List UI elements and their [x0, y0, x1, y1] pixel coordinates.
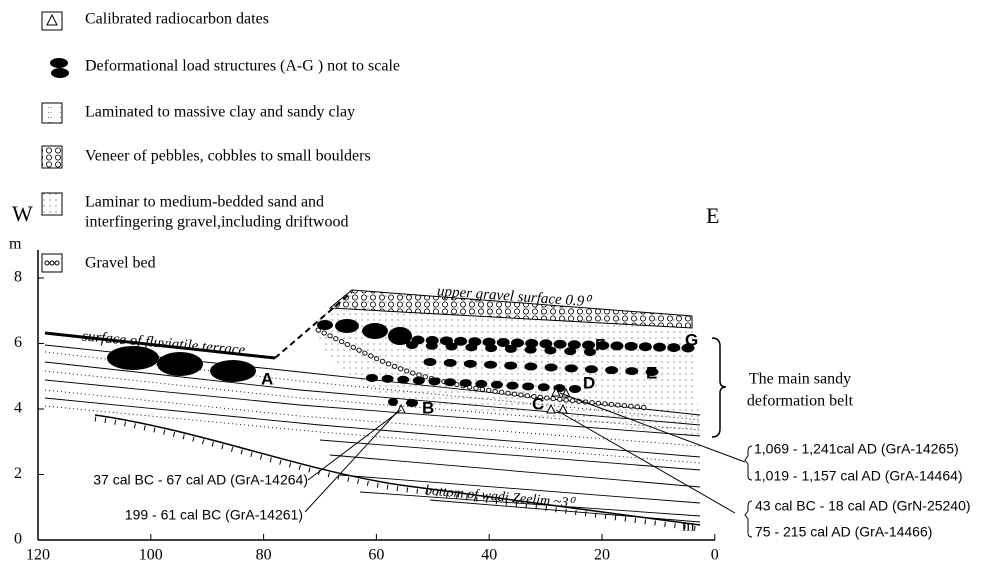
- x-tick-label: 20: [594, 547, 610, 564]
- load-structure: [624, 341, 638, 351]
- y-tick-label: 8: [14, 269, 22, 286]
- belt-label: deformation belt: [747, 393, 854, 410]
- axes: 0 2 4 6 8 120 100 80 60 40 20 0: [14, 250, 719, 564]
- legend-label: Calibrated radiocarbon dates: [85, 11, 269, 28]
- load-structure: [610, 341, 624, 351]
- y-tick-label: 0: [14, 531, 22, 548]
- date-label: 37 cal BC - 67 cal AD (GrA-14264): [93, 472, 308, 488]
- date-label: 75 - 215 cal AD (GrA-14466): [755, 524, 932, 540]
- load-structure: [596, 340, 610, 350]
- legend-icons: [41, 11, 69, 273]
- load-structure: [539, 339, 553, 349]
- structure-label: C: [532, 394, 544, 413]
- load-structure: [510, 338, 524, 348]
- legend-label: Deformational load structures (A-G ) not…: [85, 58, 400, 75]
- load-structure: [605, 366, 619, 375]
- legend-label: Gravel bed: [85, 255, 156, 272]
- legend-label: Veneer of pebbles, cobbles to small boul…: [85, 148, 371, 165]
- load-structure: [484, 360, 498, 369]
- load-structure: [506, 381, 519, 390]
- date-label: 43 cal BC - 18 cal AD (GrN-25240): [755, 498, 971, 514]
- x-tick-label: 120: [26, 547, 50, 564]
- load-structure: [584, 348, 596, 356]
- load-structure: [454, 336, 468, 346]
- load-structure: [544, 346, 557, 355]
- load-structure: [459, 379, 472, 388]
- load-structure: [485, 344, 498, 353]
- load-structure: [681, 343, 695, 353]
- load-structure: [567, 340, 581, 350]
- y-unit: m: [9, 236, 22, 253]
- structure-label: D: [583, 373, 595, 392]
- load-structure: [428, 377, 441, 386]
- load-structure: [525, 338, 539, 348]
- structure-label: A: [261, 369, 273, 388]
- load-structure: [463, 359, 477, 368]
- terrace-label: surface of fluviatile terrace: [81, 328, 246, 358]
- load-structure: [496, 338, 510, 348]
- load-structure: [465, 343, 478, 352]
- belt-label: The main sandy: [749, 371, 851, 388]
- structure-label: E: [646, 363, 657, 382]
- west-label: W: [12, 201, 33, 226]
- date-label: 1,069 - 1,241cal AD (GrA-14265): [754, 441, 959, 457]
- geology: [44, 289, 753, 538]
- load-structure: [381, 374, 394, 383]
- date-labels: 37 cal BC - 67 cal AD (GrA-14264) 199 - …: [93, 441, 970, 540]
- load-structure: [544, 363, 558, 372]
- load-structure: [667, 343, 681, 353]
- load-structure: [412, 376, 425, 385]
- load-structure: [406, 341, 418, 349]
- legend-label: Laminated to massive clay and sandy clay: [85, 104, 355, 121]
- load-structure: [584, 365, 598, 374]
- x-tick-label: 100: [139, 547, 163, 564]
- structure-labels: A B C D E F G: [261, 330, 698, 417]
- legend-label: interfingering gravel,including driftwoo…: [85, 214, 348, 231]
- load-structure: [569, 385, 581, 393]
- y-tick-label: 2: [14, 465, 22, 482]
- x-tick-label: 0: [711, 547, 719, 564]
- load-structure: [366, 374, 378, 382]
- y-tick-label: 4: [14, 400, 22, 417]
- x-tick-label: 60: [368, 547, 384, 564]
- load-structure: [504, 344, 517, 353]
- structure-label: F: [595, 335, 605, 354]
- load-structure: [582, 340, 596, 350]
- load-structure: [522, 382, 535, 391]
- load-structure: [445, 342, 458, 351]
- load-structure: [625, 367, 639, 376]
- legend-label: Laminar to medium-bedded sand and: [85, 194, 324, 211]
- load-structure: [490, 380, 503, 389]
- structure-label: B: [422, 398, 434, 417]
- load-structure: [425, 341, 438, 350]
- load-structure: [524, 345, 537, 354]
- load-structure: [443, 358, 457, 367]
- load-structure: [653, 342, 667, 352]
- load-structure: [504, 361, 518, 370]
- structure-label: G: [685, 330, 698, 349]
- load-structure: [564, 364, 578, 373]
- x-tick-label: 80: [256, 547, 272, 564]
- date-label: 1,019 - 1,157 cal AD (GrA-14464): [754, 468, 963, 484]
- x-tick-label: 40: [481, 547, 497, 564]
- load-structure: [397, 375, 410, 384]
- load-structure: [645, 368, 659, 376]
- load-structure: [423, 358, 437, 366]
- load-structure: [524, 362, 538, 371]
- y-tick-label: 6: [14, 334, 22, 351]
- x-unit: m: [682, 518, 695, 535]
- load-structure: [553, 339, 567, 349]
- load-structure: [638, 342, 652, 352]
- load-structure: [444, 378, 457, 387]
- load-structure: [537, 383, 550, 392]
- legend: Calibrated radiocarbon dates Deformationa…: [85, 11, 400, 272]
- load-structure: [564, 347, 577, 356]
- east-label: E: [706, 203, 719, 228]
- date-label: 199 - 61 cal BC (GrA-14261): [125, 507, 303, 523]
- load-structure: [475, 379, 488, 388]
